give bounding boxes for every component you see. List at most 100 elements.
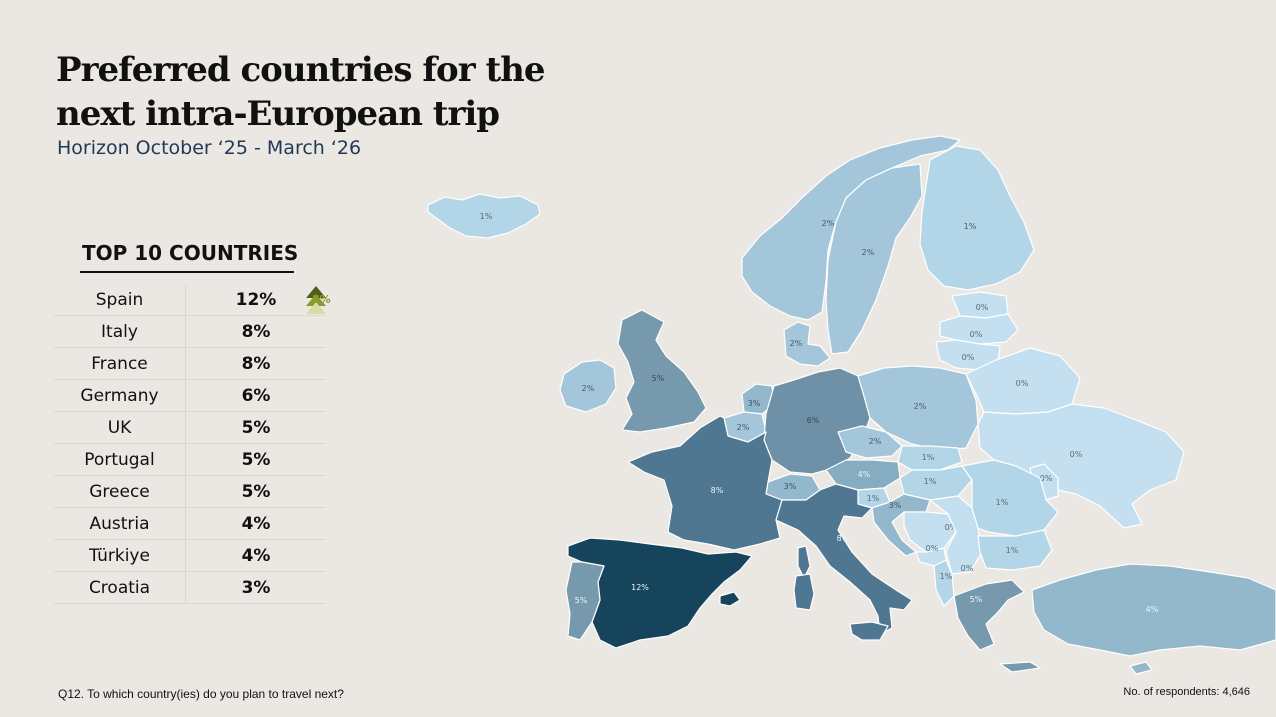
table-row: Italy 8% <box>54 315 326 348</box>
country-france <box>627 415 783 551</box>
map-label-moldova: 0% <box>1040 474 1053 483</box>
island-cyprus <box>1129 661 1153 675</box>
map-label-netherlands: 3% <box>748 399 761 408</box>
country-croatia <box>871 493 931 557</box>
country-name: Portugal <box>54 443 186 476</box>
top10-heading: TOP 10 COUNTRIES <box>82 241 299 265</box>
map-label-portugal: 5% <box>575 596 588 605</box>
island-balearic <box>719 591 741 607</box>
map-label-romania: 1% <box>996 498 1009 507</box>
country-turkiye <box>1031 563 1276 657</box>
map-label-albania: 1% <box>940 572 953 581</box>
country-value: 5% <box>185 443 326 476</box>
country-greece <box>953 579 1025 651</box>
table-row: Türkiye 4% <box>54 539 326 572</box>
country-name: Croatia <box>54 571 186 604</box>
table-row: Germany 6% <box>54 379 326 412</box>
country-slovakia <box>897 445 963 471</box>
island-sicily <box>849 621 889 641</box>
table-row: Austria 4% <box>54 507 326 540</box>
country-value: 6% <box>185 379 326 412</box>
country-italy <box>775 483 913 635</box>
country-czechia <box>837 425 903 459</box>
question-footnote: Q12. To which country(ies) do you plan t… <box>58 687 344 701</box>
table-row: UK 5% <box>54 411 326 444</box>
country-bulgaria <box>977 529 1053 571</box>
map-label-czechia: 2% <box>869 437 882 446</box>
country-name: Austria <box>54 507 186 540</box>
map-label-hungary: 1% <box>924 477 937 486</box>
map-label-germany: 6% <box>807 416 820 425</box>
map-label-slovenia: 1% <box>867 494 880 503</box>
map-label-latvia: 0% <box>970 330 983 339</box>
map-label-estonia: 0% <box>976 303 989 312</box>
map-label-croatia: 3% <box>889 501 902 510</box>
map-label-sweden: 2% <box>862 248 875 257</box>
table-row: Spain 12% 5% <box>54 284 331 316</box>
map-label-montenegro: 0% <box>926 544 939 553</box>
map-label-italy: 8% <box>837 534 850 543</box>
map-label-belarus: 0% <box>1016 379 1029 388</box>
map-label-bulgaria: 1% <box>1006 546 1019 555</box>
map-label-france: 8% <box>711 486 724 495</box>
island-crete <box>999 661 1041 673</box>
respondents-count: No. of respondents: 4,646 <box>1123 686 1250 698</box>
map-label-denmark: 2% <box>790 339 803 348</box>
map-label-lithuania: 0% <box>962 353 975 362</box>
country-uk <box>617 309 707 433</box>
map-label-switzerland: 3% <box>784 482 797 491</box>
map-label-serbia: 0% <box>961 564 974 573</box>
country-value: 4% <box>185 507 326 540</box>
country-value: 5% <box>185 411 326 444</box>
country-name: Germany <box>54 379 186 412</box>
country-name: Greece <box>54 475 186 508</box>
map-label-greece: 5% <box>970 595 983 604</box>
map-label-ukraine: 0% <box>1070 450 1083 459</box>
country-poland <box>857 365 979 451</box>
country-name: Spain <box>54 284 186 316</box>
country-value: 8% <box>185 315 326 348</box>
country-name: Italy <box>54 315 186 348</box>
page-title: Preferred countries for the next intra-E… <box>56 50 546 134</box>
map-label-bosnia: 0% <box>945 523 958 532</box>
map-label-turkiye: 4% <box>1146 605 1159 614</box>
map-label-ireland: 2% <box>582 384 595 393</box>
trend-label: 5% <box>312 293 331 306</box>
map-label-belgium: 2% <box>737 423 750 432</box>
country-latvia <box>939 313 1019 345</box>
map-label-finland: 1% <box>964 222 977 231</box>
country-value: 5% <box>185 475 326 508</box>
map-label-slovakia: 1% <box>922 453 935 462</box>
country-value: 8% <box>185 347 326 380</box>
map-label-poland: 2% <box>914 402 927 411</box>
table-row: Portugal 5% <box>54 443 326 476</box>
island-corsica <box>797 545 811 579</box>
country-name: Türkiye <box>54 539 186 572</box>
table-row: France 8% <box>54 347 326 380</box>
trend-up-icon <box>306 286 326 314</box>
country-value: 12% <box>235 289 277 310</box>
country-iceland <box>427 193 541 239</box>
trend-badge: 5% <box>286 286 346 314</box>
map-label-uk: 5% <box>652 374 665 383</box>
map-label-iceland: 1% <box>480 212 493 221</box>
country-value: 4% <box>185 539 326 572</box>
country-name: UK <box>54 411 186 444</box>
page-subtitle: Horizon October ‘25 - March ‘26 <box>57 137 362 159</box>
map-label-austria: 4% <box>858 470 871 479</box>
table-row: Croatia 3% <box>54 571 326 604</box>
map-label-spain: 12% <box>631 583 649 592</box>
table-row: Greece 5% <box>54 475 326 508</box>
country-ireland <box>559 359 617 413</box>
top10-underline <box>80 271 294 273</box>
country-serbia <box>929 495 983 575</box>
top10-table: Spain 12% 5% Italy 8% France 8% <box>54 284 331 604</box>
country-portugal <box>565 561 605 641</box>
country-denmark <box>783 321 831 367</box>
map-label-norway: 2% <box>822 219 835 228</box>
country-name: France <box>54 347 186 380</box>
country-finland <box>919 145 1035 291</box>
island-sardinia <box>793 573 815 611</box>
country-value: 3% <box>185 571 326 604</box>
